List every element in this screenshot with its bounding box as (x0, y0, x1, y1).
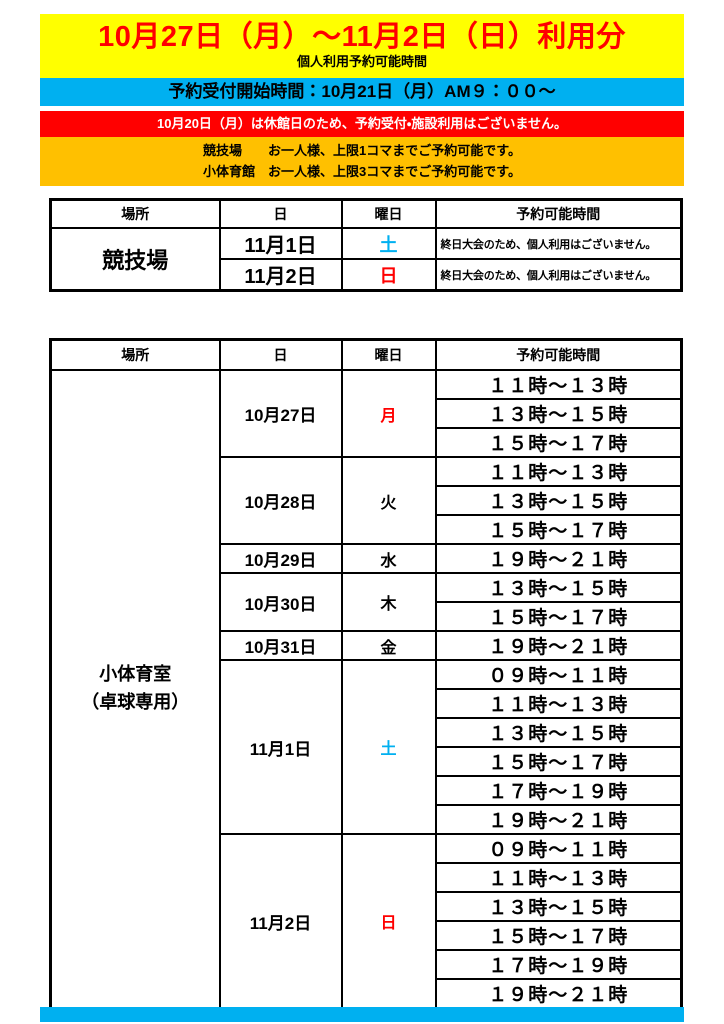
weekday-cell: 日 (340, 258, 437, 292)
reception-start-banner: 予約受付開始時間：10月21日（月）AM９：００～ (40, 78, 684, 106)
time-slot-cell: １３時～１５時 (434, 717, 683, 748)
stadium-schedule-table: 場所日曜日 予約可能時間 競技場 11月1日土終日大会のため、個人利用はございません。… (49, 198, 683, 292)
stadium-schedule-container: 場所日曜日 予約可能時間 競技場 11月1日土終日大会のため、個人利用はございません。… (40, 198, 684, 292)
time-slot-cell: １５時～１７時 (434, 514, 683, 545)
place-cell: 競技場 (49, 227, 221, 292)
time-slot-cell: １１時～１３時 (434, 862, 683, 893)
weekday-cell: 土 (340, 227, 437, 260)
column-header: 曜日 (340, 198, 437, 229)
table-row: １５時～１７時 (51, 427, 683, 458)
time-slot-cell: １３時～１５時 (434, 572, 683, 603)
limit-note-stadium: 競技場 お一人様、上限1コマまでご予約可能です。 (203, 143, 521, 159)
column-header: 日 (218, 198, 343, 229)
table-row: １５時～１７時 (51, 514, 683, 545)
table-row: 10月29日水 １９時～２１時 (51, 543, 683, 574)
note-cell: 終日大会のため、個人利用はございません。 (434, 227, 683, 260)
table-row: １５時～１７時 (51, 746, 683, 777)
time-slot-cell: １９時～２１時 (434, 804, 683, 835)
time-slot-cell: １１時～１３時 (434, 688, 683, 719)
table-row: １３時～１５時 (51, 398, 683, 429)
date-cell: 11月2日 (218, 833, 343, 1010)
column-header: 曜日 (340, 338, 437, 371)
weekday-cell: 日 (340, 833, 437, 1010)
table-row: １３時～１５時 (51, 717, 683, 748)
date-cell: 10月28日 (218, 456, 343, 545)
table-row: １５時～１７時 (51, 920, 683, 951)
date-cell: 10月29日 (218, 543, 343, 574)
page-title: 10月27日（月）～11月2日（日）利用分 (98, 21, 626, 54)
table-row: 11月1日土 ０９時～１１時 (51, 659, 683, 835)
column-header: 日 (218, 338, 343, 371)
title-banner: 10月27日（月）～11月2日（日）利用分 個人利用予約可能時間 (40, 14, 684, 78)
small-gym-schedule-table: 場所日曜日 予約可能時間 小体育室 （卓球専用） 10月27日月 １１時～１３時 １３時～１… (49, 338, 683, 1010)
table-row: 競技場 11月1日土終日大会のため、個人利用はございません。 (49, 227, 683, 292)
limit-note-gym: 小体育館 お一人様、上限3コマまでご予約可能です。 (203, 163, 521, 179)
place-line: 小体育室 (99, 664, 172, 685)
limit-notice-banner: 競技場 お一人様、上限1コマまでご予約可能です。 小体育館 お一人様、上限3コマ… (40, 137, 684, 186)
time-slot-cell: １３時～１５時 (434, 398, 683, 429)
time-slot-cell: １３時～１５時 (434, 485, 683, 516)
time-slot-cell: １５時～１７時 (434, 601, 683, 632)
table-row: １９時～２１時 (51, 804, 683, 835)
column-header: 予約可能時間 (434, 198, 683, 229)
weekday-cell: 月 (340, 369, 437, 458)
closed-notice-text: 10月20日（月）は休館日のため、予約受付・施設利用はございません。 (157, 116, 567, 131)
table-row: 小体育室 （卓球専用） 10月27日月 １１時～１３時 (49, 369, 683, 1010)
time-slot-cell: ０９時～１１時 (434, 659, 683, 690)
place-cell: 小体育室 （卓球専用） (49, 369, 221, 1010)
weekday-cell: 水 (340, 543, 437, 574)
table-row: 10月31日金 １９時～２１時 (51, 630, 683, 661)
column-header: 予約可能時間 (434, 338, 683, 371)
small-gym-schedule-container: 場所日曜日 予約可能時間 小体育室 （卓球専用） 10月27日月 １１時～１３時 １３時～１… (40, 338, 684, 1010)
time-slot-cell: １７時～１９時 (434, 775, 683, 806)
date-cell: 10月27日 (218, 369, 343, 458)
note-cell: 終日大会のため、個人利用はございません。 (434, 258, 683, 292)
table-row: １９時～２１時 (51, 978, 683, 1010)
closed-notice-banner: 10月20日（月）は休館日のため、予約受付・施設利用はございません。 (40, 111, 684, 137)
time-slot-cell: １１時～１３時 (434, 369, 683, 400)
time-slot-cell: １９時～２１時 (434, 630, 683, 661)
time-slot-cell: １５時～１７時 (434, 920, 683, 951)
table-row: １５時～１７時 (51, 601, 683, 632)
date-cell: 11月1日 (218, 227, 343, 260)
time-slot-cell: １５時～１７時 (434, 427, 683, 458)
time-slot-cell: １９時～２１時 (434, 543, 683, 574)
time-slot-cell: １５時～１７時 (434, 746, 683, 777)
date-cell: 10月31日 (218, 630, 343, 661)
table-row: １７時～１９時 (51, 775, 683, 806)
time-slot-cell: １９時～２１時 (434, 978, 683, 1010)
table-row: １３時～１５時 (51, 485, 683, 516)
table-row: １１時～１３時 (51, 862, 683, 893)
place-line: （卓球専用） (81, 692, 190, 712)
reception-start-text: 予約受付開始時間：10月21日（月）AM９：００～ (168, 82, 556, 101)
time-slot-cell: ０９時～１１時 (434, 833, 683, 864)
place-line: 競技場 (102, 248, 169, 273)
column-header: 場所 (49, 338, 221, 371)
table-row: 11月2日日終日大会のため、個人利用はございません。 (51, 258, 683, 292)
column-header: 場所 (49, 198, 221, 229)
date-cell: 10月30日 (218, 572, 343, 632)
footer-bar (40, 1007, 684, 1022)
page-subtitle: 個人利用予約可能時間 (296, 54, 427, 70)
table-row: １７時～１９時 (51, 949, 683, 980)
table-row: １１時～１３時 (51, 688, 683, 719)
table-row: 10月28日火 １１時～１３時 (51, 456, 683, 545)
weekday-cell: 火 (340, 456, 437, 545)
table-row: 11月2日日 ０９時～１１時 (51, 833, 683, 1010)
weekday-cell: 木 (340, 572, 437, 632)
weekday-cell: 土 (340, 659, 437, 835)
date-cell: 11月1日 (218, 659, 343, 835)
header-row: 場所日曜日 予約可能時間 (49, 198, 683, 229)
header-row: 場所日曜日 予約可能時間 (49, 338, 683, 371)
time-slot-cell: １７時～１９時 (434, 949, 683, 980)
table-row: 10月30日木 １３時～１５時 (51, 572, 683, 632)
table-row: １３時～１５時 (51, 891, 683, 922)
time-slot-cell: １３時～１５時 (434, 891, 683, 922)
weekday-cell: 金 (340, 630, 437, 661)
time-slot-cell: １１時～１３時 (434, 456, 683, 487)
date-cell: 11月2日 (218, 258, 343, 292)
